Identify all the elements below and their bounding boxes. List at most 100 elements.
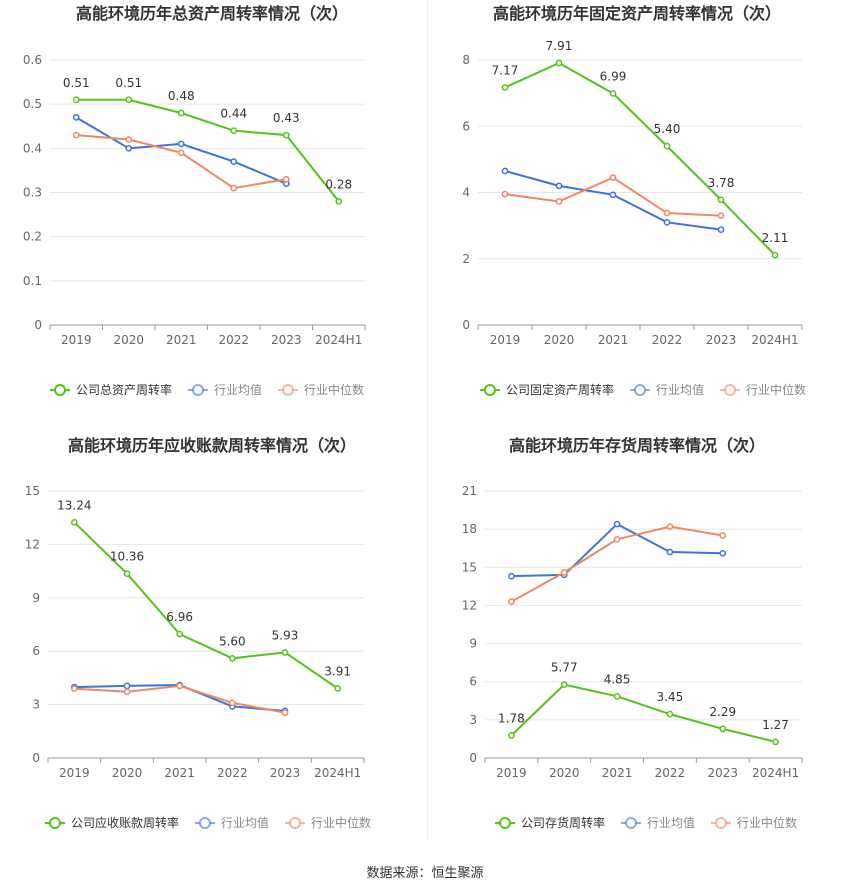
industry-median-point xyxy=(560,569,568,576)
industry-median-point xyxy=(555,198,563,205)
x-tick-label: 2020 xyxy=(112,766,143,780)
industry-average-line xyxy=(511,522,723,578)
industry-median-point xyxy=(508,598,515,605)
data-label: 2.29 xyxy=(709,705,736,719)
data-label: 6.99 xyxy=(600,69,627,83)
industry-average-point xyxy=(501,167,509,175)
y-tick-label: 3 xyxy=(32,698,40,712)
chart-title: 高能环境历年固定资产周转率情况（次） xyxy=(493,4,781,23)
x-tick-label: 2023 xyxy=(271,333,302,347)
x-tick-label: 2023 xyxy=(270,766,301,780)
industry-average-point xyxy=(613,520,621,528)
company-point xyxy=(717,196,725,204)
industry-median-point xyxy=(72,131,80,139)
x-tick-label: 2021 xyxy=(598,333,629,347)
company-point xyxy=(72,96,80,104)
company-point xyxy=(282,131,290,139)
industry-median-point xyxy=(501,190,509,198)
data-label: 2.11 xyxy=(762,231,789,245)
x-tick-label: 2020 xyxy=(113,333,144,347)
company-point xyxy=(177,109,185,117)
legend-item-company[interactable]: 公司固定资产周转率 xyxy=(480,382,614,397)
industry-average-point xyxy=(508,572,515,580)
chart-title: 高能环境历年应收账款周转率情况（次） xyxy=(68,436,356,455)
x-tick-label: 2024H1 xyxy=(315,333,362,347)
legend-label: 行业中位数 xyxy=(304,382,364,397)
industry-average-point xyxy=(717,226,725,233)
legend-item-industry-median[interactable]: 行业中位数 xyxy=(285,815,371,830)
y-tick-label: 12 xyxy=(462,598,477,612)
legend-item-industry-median[interactable]: 行业中位数 xyxy=(711,815,797,830)
chart-svg: 高能环境历年固定资产周转率情况（次） 0 2 4 6 8 2019 2020 2021 2022 2… xyxy=(462,4,806,397)
industry-average-point xyxy=(663,218,671,226)
y-tick-label: 12 xyxy=(25,537,40,551)
legend-item-industry-average[interactable]: 行业均值 xyxy=(188,382,262,397)
legend-marker-icon xyxy=(715,817,727,829)
x-tick-label: 2023 xyxy=(707,766,738,780)
data-label: 3.45 xyxy=(657,690,684,704)
legend-marker-icon xyxy=(49,817,61,829)
company-point xyxy=(772,738,779,746)
legend-item-industry-average[interactable]: 行业均值 xyxy=(621,815,695,830)
legend-label: 公司总资产周转率 xyxy=(76,382,172,397)
x-tick-label: 2023 xyxy=(706,333,737,347)
legend-item-industry-average[interactable]: 行业均值 xyxy=(630,382,704,397)
company-point xyxy=(70,518,78,526)
company-point xyxy=(771,251,779,259)
data-label: 1.27 xyxy=(762,718,789,732)
data-label: 5.93 xyxy=(272,628,299,642)
x-tick-label: 2024H1 xyxy=(314,766,361,780)
x-tick-label: 2022 xyxy=(652,333,683,347)
company-line xyxy=(504,61,776,256)
legend-marker-icon xyxy=(289,817,301,829)
data-label: 0.43 xyxy=(273,111,300,125)
legend-marker-icon xyxy=(54,384,66,396)
y-tick-label: 0.3 xyxy=(23,186,42,200)
x-tick-label: 2021 xyxy=(164,766,195,780)
industry-average-point xyxy=(72,114,80,121)
industry-average-point xyxy=(125,144,133,152)
industry-median-point xyxy=(70,685,78,692)
legend-label: 行业中位数 xyxy=(746,382,806,397)
legend-item-company[interactable]: 公司应收账款周转率 xyxy=(45,815,179,830)
legend-marker-icon xyxy=(499,817,511,829)
legend-marker-icon xyxy=(634,384,646,396)
industry-average-point xyxy=(666,548,674,556)
y-tick-label: 6 xyxy=(32,644,40,658)
data-label: 7.91 xyxy=(546,39,573,53)
y-tick-label: 9 xyxy=(469,637,477,651)
legend-item-company[interactable]: 公司总资产周转率 xyxy=(50,382,172,397)
x-tick-label: 2020 xyxy=(549,766,580,780)
y-tick-label: 15 xyxy=(462,560,477,574)
legend-item-company[interactable]: 公司存货周转率 xyxy=(495,815,605,830)
legend-marker-icon xyxy=(199,817,211,829)
data-source-note: 数据来源：恒生聚源 xyxy=(366,866,484,881)
company-point xyxy=(560,681,568,688)
x-tick-label: 2019 xyxy=(61,333,92,347)
legend-item-industry-median[interactable]: 行业中位数 xyxy=(278,382,364,397)
data-label: 0.48 xyxy=(168,89,195,103)
legend-marker-icon xyxy=(625,817,637,829)
legend-label: 公司应收账款周转率 xyxy=(71,815,179,830)
industry-median-point xyxy=(717,212,725,220)
chart-fixed-asset-turnover: 高能环境历年固定资产周转率情况（次） 0 2 4 6 8 2019 2020 2021 2022 2… xyxy=(425,0,850,430)
x-tick-label: 2019 xyxy=(490,333,521,347)
industry-average-point xyxy=(719,549,727,557)
legend-label: 行业中位数 xyxy=(737,815,797,830)
chart-inventory-turnover: 高能环境历年存货周转率情况（次） 0 3 6 9 12 15 18 21 2019 2020 2021… xyxy=(425,432,850,862)
company-point xyxy=(666,710,674,718)
data-label: 10.36 xyxy=(110,550,144,564)
legend-item-industry-median[interactable]: 行业中位数 xyxy=(720,382,806,397)
legend-item-industry-average[interactable]: 行业均值 xyxy=(195,815,269,830)
y-tick-label: 4 xyxy=(462,186,470,200)
x-tick-label: 2022 xyxy=(655,766,686,780)
industry-median-point xyxy=(177,149,185,157)
legend-marker-icon xyxy=(282,384,294,396)
x-tick-label: 2019 xyxy=(496,766,527,780)
data-label: 3.91 xyxy=(324,664,351,678)
data-label: 0.44 xyxy=(220,107,247,121)
y-tick-label: 0.2 xyxy=(23,230,42,244)
x-tick-label: 2022 xyxy=(218,333,249,347)
industry-median-point xyxy=(123,688,131,696)
chart-total-asset-turnover: 高能环境历年总资产周转率情况（次） 0 0.1 0.2 0.3 0.4 0.5 0.6 2019… xyxy=(0,0,425,430)
